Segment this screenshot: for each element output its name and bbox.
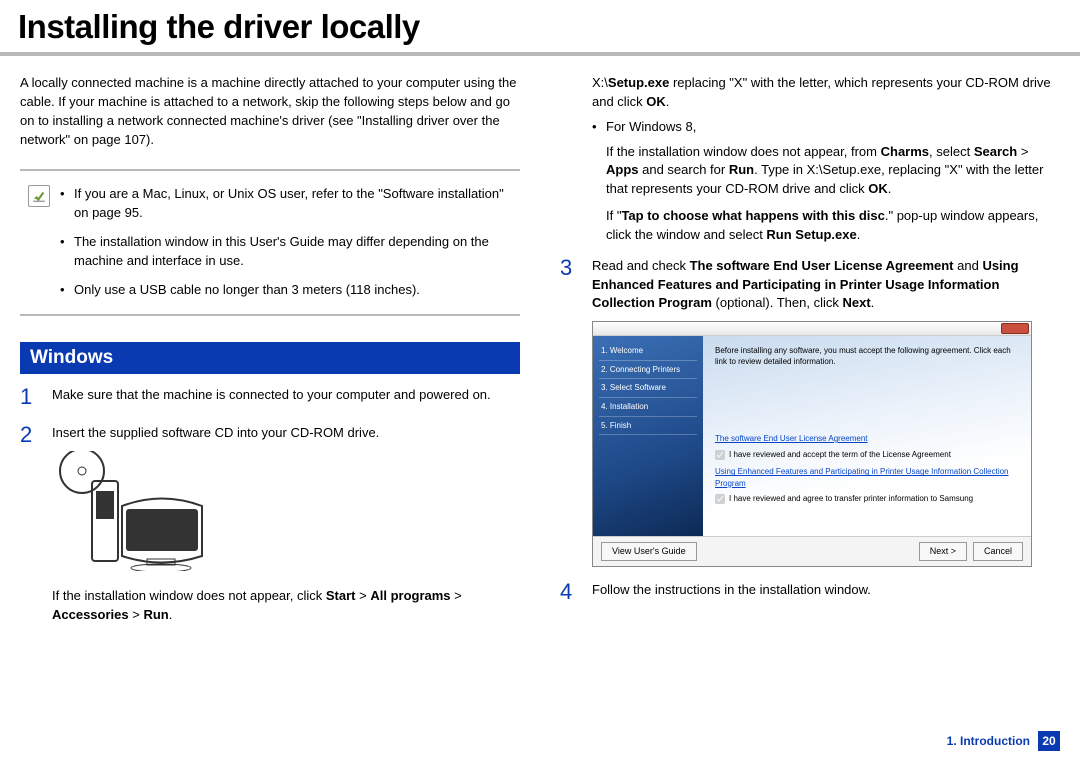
intro-paragraph: A locally connected machine is a machine…	[20, 74, 520, 149]
step-text: Read and check The software End User Lic…	[592, 257, 1060, 314]
section-header-windows: Windows	[20, 342, 520, 374]
checkbox-icon	[715, 450, 725, 460]
note-list: If you are a Mac, Linux, or Unix OS user…	[60, 185, 512, 299]
step-text: Insert the supplied software CD into you…	[52, 424, 520, 443]
installer-side-item: 5. Finish	[599, 417, 697, 436]
installer-checkbox-usage: I have reviewed and agree to transfer pr…	[715, 493, 1019, 505]
installer-side-item: 3. Select Software	[599, 379, 697, 398]
step-number: 1	[20, 386, 38, 411]
left-column: A locally connected machine is a machine…	[20, 74, 520, 645]
right-p2: If the installation window does not appe…	[592, 143, 1060, 200]
installer-side-item: 1. Welcome	[599, 342, 697, 361]
installer-side-item: 2. Connecting Printers	[599, 361, 697, 380]
installer-link-eula: The software End User License Agreement	[715, 433, 1019, 445]
footer-chapter: 1. Introduction	[947, 734, 1030, 748]
page-number: 20	[1038, 731, 1060, 751]
step-number: 4	[560, 581, 578, 606]
installer-screenshot: 1. Welcome 2. Connecting Printers 3. Sel…	[592, 321, 1032, 567]
note-item: If you are a Mac, Linux, or Unix OS user…	[60, 185, 512, 223]
step-text: Follow the instructions in the installat…	[592, 581, 1060, 600]
right-column: . X:\Setup.exe replacing "X" with the le…	[560, 74, 1060, 645]
note-item: The installation window in this User's G…	[60, 233, 512, 271]
installer-view-guide-button: View User's Guide	[601, 542, 697, 561]
step-text: Make sure that the machine is connected …	[52, 386, 520, 405]
right-bullet-win8: For Windows 8,	[592, 118, 1060, 137]
step-1: 1 Make sure that the machine is connecte…	[20, 386, 520, 411]
installer-hint: Before installing any software, you must…	[715, 346, 1019, 367]
installer-checkbox-eula: I have reviewed and accept the term of t…	[715, 449, 1019, 461]
step-number: 2	[20, 424, 38, 630]
installer-side-item: 4. Installation	[599, 398, 697, 417]
installer-cancel-button: Cancel	[973, 542, 1023, 561]
step-number: 3	[560, 257, 578, 568]
installer-next-button: Next >	[919, 542, 967, 561]
step-4: 4 Follow the instructions in the install…	[560, 581, 1060, 606]
step-3: 3 Read and check The software End User L…	[560, 257, 1060, 568]
right-p1: X:\Setup.exe replacing "X" with the lett…	[592, 74, 1060, 112]
cd-insert-illustration	[52, 451, 520, 577]
step-2: 2 Insert the supplied software CD into y…	[20, 424, 520, 630]
page-footer: 1. Introduction 20	[947, 731, 1060, 751]
note-box: If you are a Mac, Linux, or Unix OS user…	[20, 169, 520, 315]
right-p3: If "Tap to choose what happens with this…	[592, 207, 1060, 245]
installer-sidebar: 1. Welcome 2. Connecting Printers 3. Sel…	[593, 336, 703, 536]
note-item: Only use a USB cable no longer than 3 me…	[60, 281, 512, 300]
close-icon	[1001, 323, 1029, 334]
note-icon	[28, 185, 50, 207]
installer-link-usage: Using Enhanced Features and Participatin…	[715, 466, 1019, 489]
step-after-text: If the installation window does not appe…	[52, 587, 520, 625]
checkbox-icon	[715, 494, 725, 504]
page-title: Installing the driver locally	[0, 0, 1080, 56]
